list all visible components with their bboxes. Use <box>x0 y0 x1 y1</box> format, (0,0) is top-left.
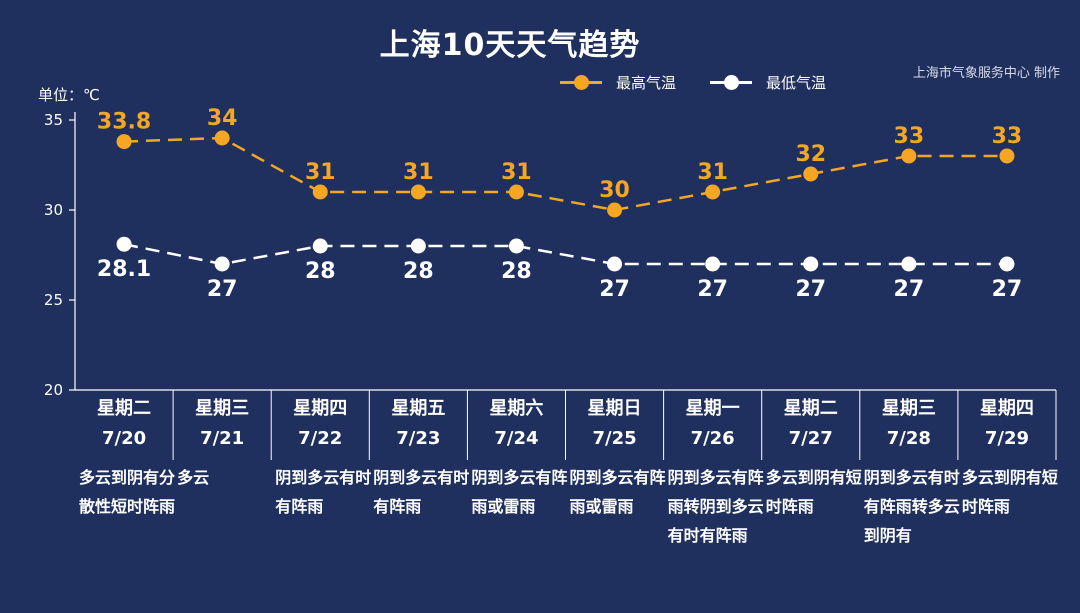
date-label: 7/29 <box>984 428 1030 449</box>
y-tick-label: 35 <box>44 111 63 129</box>
legend-high-line <box>560 75 602 90</box>
day-header: 星期五 7/23 <box>369 394 467 460</box>
legend-high-label: 最高气温 <box>616 74 677 92</box>
unit-label: 单位：℃ <box>38 86 100 104</box>
weekday-label: 星期五 <box>391 398 446 419</box>
day-header: 星期日 7/25 <box>566 394 664 460</box>
day-header: 星期四 7/22 <box>271 394 369 460</box>
low-temp-point <box>410 238 426 254</box>
weekday-label: 星期日 <box>587 398 642 419</box>
high-temp-data-label: 33 <box>992 124 1023 149</box>
low-temp-point <box>999 256 1015 272</box>
high-temp-point <box>705 184 721 200</box>
legend-high: 最高气温 <box>560 72 676 93</box>
weather-description: 多云到阴有分散性短时阵雨 <box>79 468 176 516</box>
weather-description: 阴到多云有时有阵雨 <box>275 468 372 516</box>
low-temp-data-label: 28.1 <box>97 257 151 282</box>
high-temp-data-label: 32 <box>795 142 826 167</box>
high-temp-point <box>116 134 132 150</box>
weather-description: 阴到多云有阵雨或雷雨 <box>569 468 666 516</box>
date-label: 7/24 <box>494 428 539 449</box>
high-temp-data-label: 33.8 <box>97 110 151 135</box>
day-header: 星期四 7/29 <box>958 394 1056 460</box>
date-label: 7/25 <box>592 428 637 449</box>
legend-low-marker <box>724 75 739 90</box>
date-label: 7/21 <box>200 428 245 449</box>
low-temp-point <box>116 236 132 252</box>
date-label: 7/23 <box>396 428 441 449</box>
low-temp-point <box>607 256 623 272</box>
day-header: 星期三 7/21 <box>173 394 271 460</box>
high-temp-line <box>124 136 1007 212</box>
low-temp-point <box>214 256 230 272</box>
low-temp-point <box>705 256 721 272</box>
day-header: 星期二 7/20 <box>75 394 173 460</box>
high-temp-data-label: 30 <box>599 178 630 203</box>
weekday-label: 星期二 <box>783 398 838 419</box>
low-temp-point <box>901 256 917 272</box>
low-temp-data-label: 27 <box>599 277 630 302</box>
date-label: 7/27 <box>788 428 833 449</box>
weekday-label: 星期四 <box>979 398 1034 419</box>
weekday-label: 星期一 <box>685 398 740 419</box>
low-temp-data-label: 27 <box>207 277 238 302</box>
high-temp-point <box>607 202 623 218</box>
low-temp-data-label: 28 <box>305 259 336 284</box>
low-temp-point <box>508 238 524 254</box>
y-tick-label: 30 <box>44 201 63 219</box>
date-label: 7/22 <box>298 428 343 449</box>
low-temp-point <box>312 238 328 254</box>
day-header: 星期六 7/24 <box>467 394 565 460</box>
source-credit: 上海市气象服务中心 制作 <box>912 66 1060 81</box>
high-temp-point <box>999 148 1015 164</box>
high-temp-point <box>803 166 819 182</box>
legend-low-label: 最低气温 <box>766 74 827 92</box>
date-label: 7/26 <box>690 428 735 449</box>
low-temp-data-label: 27 <box>992 277 1023 302</box>
y-tick-label: 20 <box>44 381 63 399</box>
date-label: 7/20 <box>101 428 147 449</box>
high-temp-data-label: 34 <box>207 106 238 131</box>
high-temp-data-label: 31 <box>697 160 728 185</box>
low-temp-data-label: 27 <box>894 277 925 302</box>
day-header: 星期三 7/28 <box>860 394 958 460</box>
day-header: 星期二 7/27 <box>762 394 860 460</box>
legend-high-marker <box>574 75 589 90</box>
chart-title: 上海10天天气趋势 <box>379 28 641 63</box>
weather-description: 多云 <box>177 468 210 487</box>
day-header: 星期一 7/26 <box>664 394 762 460</box>
high-temp-data-label: 31 <box>403 160 434 185</box>
y-tick-label: 25 <box>44 291 63 309</box>
weather-description: 阴到多云有阵雨转阴到多云有时有阵雨 <box>667 468 764 545</box>
high-temp-data-label: 31 <box>305 160 336 185</box>
low-temp-data-label: 27 <box>795 277 826 302</box>
low-temp-data-label: 28 <box>501 259 532 284</box>
high-temp-point <box>901 148 917 164</box>
date-label: 7/28 <box>886 428 931 449</box>
weekday-label: 星期六 <box>489 398 544 419</box>
low-temp-line <box>123 242 1007 266</box>
legend-low: 最低气温 <box>710 72 826 93</box>
high-temp-point <box>214 130 230 146</box>
low-temp-point <box>803 256 819 272</box>
weekday-label: 星期二 <box>97 398 152 419</box>
weather-description: 多云到阴有短时阵雨 <box>961 468 1058 516</box>
high-temp-point <box>410 184 426 200</box>
low-temp-data-label: 27 <box>697 277 728 302</box>
high-temp-point <box>312 184 328 200</box>
high-temp-point <box>508 184 524 200</box>
weather-description: 阴到多云有时有阵雨转多云到阴有 <box>863 468 960 545</box>
legend-low-line <box>710 75 752 90</box>
high-temp-data-label: 33 <box>894 124 925 149</box>
weather-description: 阴到多云有时有阵雨 <box>373 468 470 516</box>
low-temp-data-label: 28 <box>403 259 434 284</box>
weather-description: 多云到阴有短时阵雨 <box>765 468 862 516</box>
weather-description: 阴到多云有阵雨或雷雨 <box>471 468 568 516</box>
weekday-label: 星期三 <box>881 398 936 419</box>
weekday-label: 星期三 <box>195 398 250 419</box>
high-temp-data-label: 31 <box>501 160 532 185</box>
weekday-label: 星期四 <box>293 398 348 419</box>
